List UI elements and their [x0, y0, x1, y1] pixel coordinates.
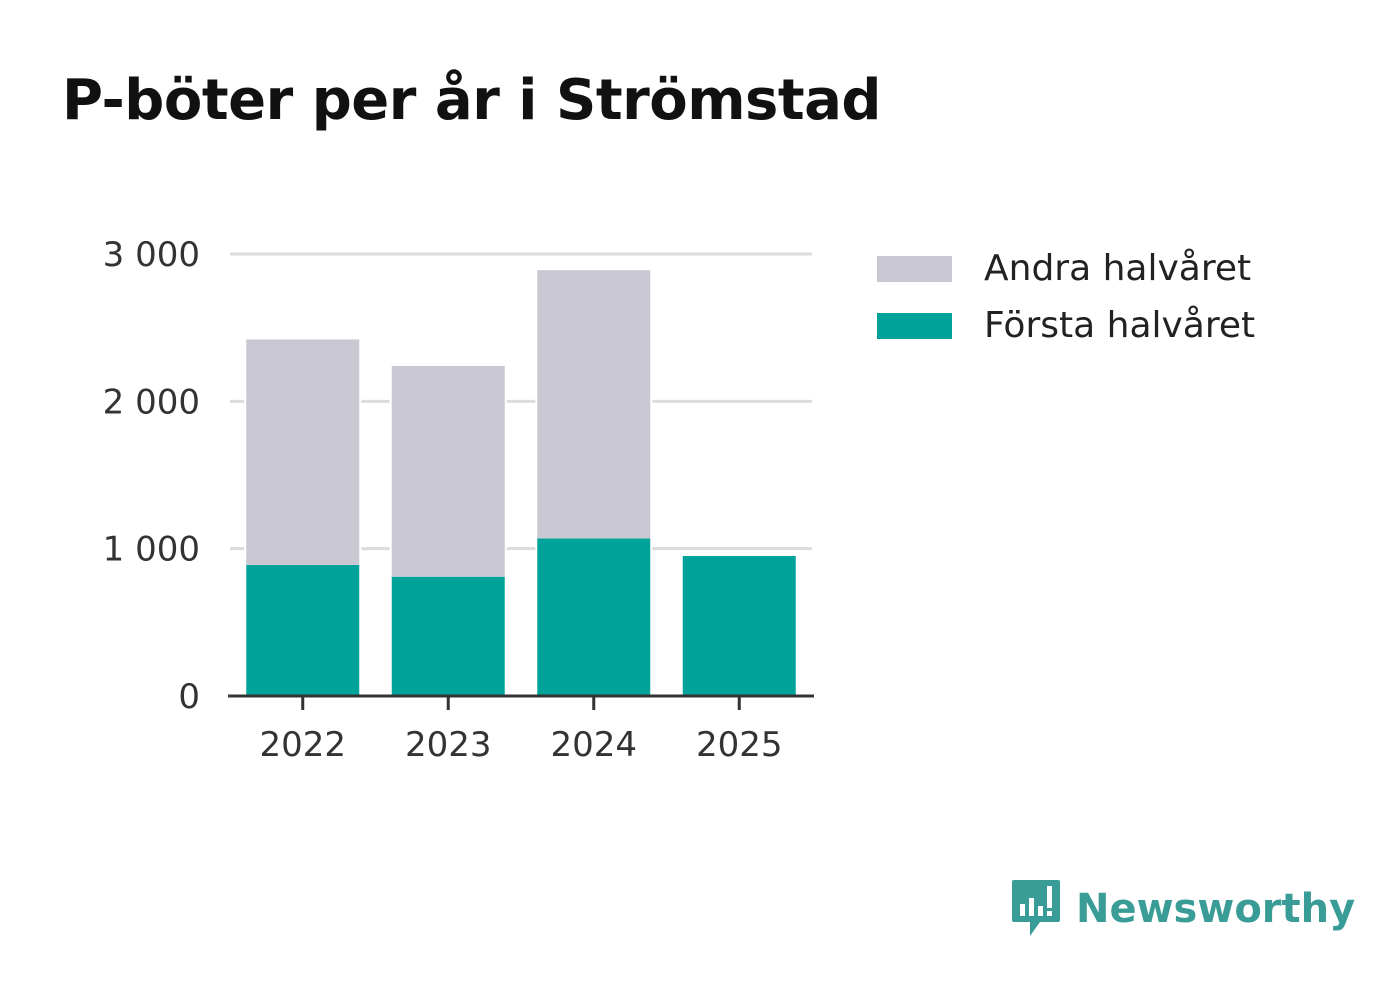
bar-segment	[537, 270, 651, 539]
bar-segment	[391, 365, 505, 577]
axes: 0 1 000 2 000 3 000 2022 2023 2024 2025	[103, 235, 814, 765]
x-tick-label: 2024	[550, 725, 637, 765]
bar-segment	[682, 556, 796, 696]
legend: Andra halvåret Första halvåret	[877, 240, 1255, 354]
y-tick-label: 3 000	[103, 235, 200, 275]
chart-title: P-böter per år i Strömstad	[62, 68, 882, 133]
y-tick-label: 2 000	[103, 382, 200, 422]
y-tick-label: 1 000	[103, 530, 200, 570]
legend-label-andra: Andra halvåret	[984, 248, 1252, 289]
bar-segment	[391, 576, 505, 696]
legend-swatch-andra	[877, 255, 952, 282]
legend-swatch-forsta	[877, 312, 952, 339]
x-tick-label: 2025	[696, 725, 783, 765]
legend-item-andra: Andra halvåret	[877, 240, 1255, 297]
newsworthy-logo-icon	[1012, 880, 1060, 936]
y-tick-label: 0	[178, 677, 200, 717]
legend-label-forsta: Första halvåret	[984, 305, 1256, 346]
bar-segment	[537, 538, 651, 696]
legend-item-forsta: Första halvåret	[877, 297, 1255, 354]
bar-segment	[246, 564, 360, 696]
brand-name: Newsworthy	[1076, 886, 1356, 932]
x-tick-label: 2023	[405, 725, 492, 765]
brand: Newsworthy	[1010, 878, 1355, 940]
bars	[244, 270, 798, 696]
bar-segment	[246, 339, 360, 565]
x-tick-label: 2022	[259, 725, 346, 765]
